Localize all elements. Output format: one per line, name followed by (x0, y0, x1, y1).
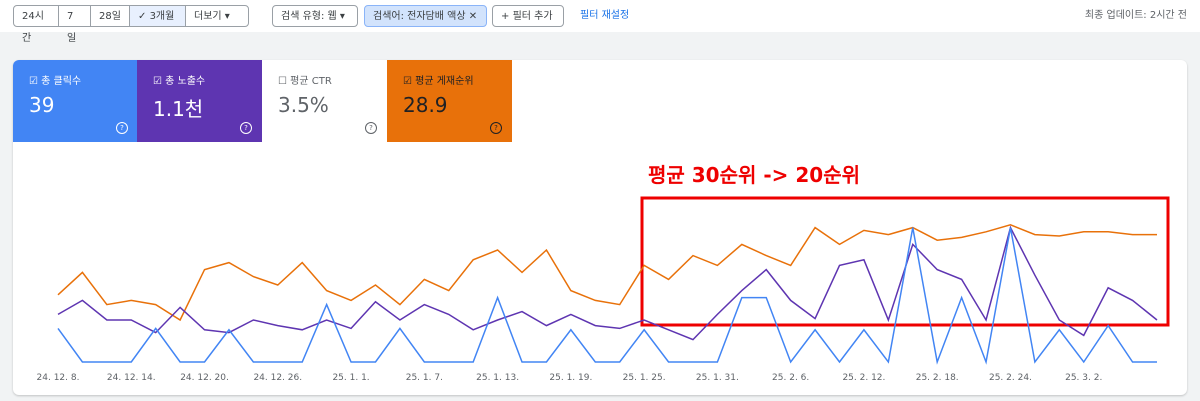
x-tick-label: 24. 12. 26. (253, 373, 302, 383)
card-value: 39 (29, 93, 55, 117)
x-tick-label: 25. 1. 7. (406, 373, 443, 383)
chip-label: 검색어: 전자담배 액상 (373, 11, 466, 22)
card-label: ☑ 총 클릭수 (29, 76, 82, 87)
plus-icon: + (501, 11, 513, 22)
range-button[interactable]: 더보기 ▾ (185, 5, 249, 27)
card-value: 1.1천 (153, 97, 204, 121)
update-text: 최종 업데이트: 2시간 전 (1084, 10, 1187, 21)
x-tick-label: 25. 2. 24. (989, 373, 1032, 383)
help-icon[interactable]: ? (116, 122, 128, 134)
filter-chip[interactable]: 검색 유형: 웹 ▾ (272, 5, 358, 27)
series-line (57, 225, 1158, 341)
close-icon: ✕ (465, 11, 478, 22)
help-icon[interactable]: ? (240, 122, 252, 134)
card-label: ☑ 총 노출수 (153, 76, 206, 87)
label: 총 클릭수 (41, 76, 82, 87)
label: 평균 CTR (290, 76, 332, 87)
range-label: 3개월 (149, 11, 175, 22)
x-tick-label: 25. 1. 19. (549, 373, 592, 383)
help-icon[interactable]: ? (365, 122, 377, 134)
card-value: 3.5% (278, 93, 329, 117)
annotation: 평균 30순위 -> 20순위 (648, 163, 860, 187)
card-label: ☐ 평균 CTR (278, 76, 332, 87)
range-button[interactable]: ✓ 3개월 (129, 5, 186, 27)
x-tick-label: 24. 12. 14. (107, 373, 156, 383)
dropdown-icon: ▾ (221, 11, 230, 22)
metric-card[interactable]: ☐ 평균 CTR 3.5%? (262, 60, 387, 142)
metric-card[interactable]: ☑ 총 클릭수 39? (13, 60, 138, 142)
card-label: ☑ 평균 게재순위 (403, 76, 474, 87)
x-tick-label: 25. 1. 25. (623, 373, 666, 383)
dropdown-icon: ▾ (336, 11, 345, 22)
x-tick-label: 24. 12. 20. (180, 373, 229, 383)
label: 평균 게재순위 (415, 76, 474, 87)
metric-card[interactable]: ☑ 총 노출수 1.1천? (137, 60, 262, 142)
help-icon[interactable]: ? (490, 122, 502, 134)
series-line (57, 224, 1157, 322)
series-line (57, 227, 1157, 365)
x-tick-label: 24. 12. 8. (37, 373, 80, 383)
x-tick-label: 25. 2. 18. (916, 373, 959, 383)
x-tick-label: 25. 2. 6. (772, 373, 809, 383)
x-tick-label: 25. 1. 31. (696, 373, 739, 383)
card-value: 28.9 (403, 93, 448, 117)
add-filter-button[interactable]: + 필터 추가 (492, 5, 564, 27)
reset-link[interactable]: 필터 재설정 (580, 10, 630, 21)
check-icon: ✓ (138, 11, 150, 22)
more-label: 더보기 (194, 11, 222, 22)
metric-card[interactable]: ☑ 평균 게재순위 28.9? (387, 60, 512, 142)
filter-chip[interactable]: 검색어: 전자담배 액상 ✕ (364, 5, 487, 27)
x-tick-label: 25. 1. 13. (476, 373, 519, 383)
highlight-box (640, 196, 1170, 327)
x-tick-label: 25. 3. 2. (1065, 373, 1102, 383)
x-tick-label: 25. 1. 1. (332, 373, 369, 383)
x-tick-label: 25. 2. 12. (842, 373, 885, 383)
button-label: 필터 추가 (512, 11, 553, 22)
chip-label: 검색 유형: 웹 (281, 11, 337, 22)
label: 총 노출수 (165, 76, 206, 87)
